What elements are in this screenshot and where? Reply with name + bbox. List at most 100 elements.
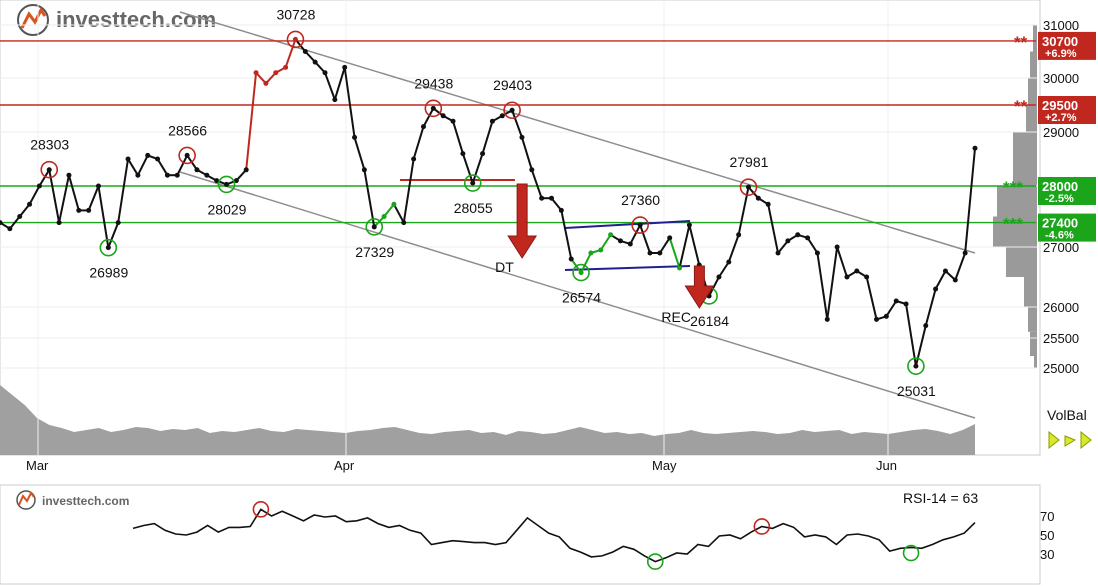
- volume-profile-bar: [993, 216, 1037, 247]
- logo-trend-icon-small: [18, 491, 35, 506]
- price-point: [401, 220, 407, 226]
- price-segment: [806, 237, 819, 254]
- price-point: [155, 156, 161, 162]
- price-segment: [688, 224, 701, 266]
- price-point: [430, 105, 436, 111]
- rec-upper-line: [564, 220, 691, 229]
- price-segment: [117, 158, 130, 223]
- price-segment: [678, 224, 691, 269]
- level-badge: [1038, 213, 1096, 242]
- price-point: [558, 207, 564, 213]
- rsi-tick-label: 70: [1040, 509, 1054, 524]
- price-point: [677, 265, 683, 271]
- price-segment: [865, 276, 878, 320]
- price-point: [608, 232, 614, 238]
- volume-profile-bar: [1033, 25, 1037, 52]
- y-tick-label: 26000: [1043, 300, 1079, 315]
- price-segment: [471, 153, 484, 184]
- annotation-circle: [907, 357, 925, 375]
- annotation-circle: [178, 146, 196, 165]
- price-point: [361, 167, 367, 173]
- signal-label: DT: [495, 259, 514, 275]
- price-point: [637, 222, 643, 228]
- price-segment: [629, 224, 642, 245]
- level-badge-value: 27400: [1042, 216, 1078, 231]
- price-segment: [343, 67, 356, 138]
- price-point: [952, 277, 958, 283]
- price-point: [95, 183, 101, 189]
- level-stars: **: [1014, 97, 1028, 116]
- price-point: [499, 113, 505, 119]
- price-segment: [599, 234, 612, 251]
- annotation-circle: [631, 216, 649, 234]
- signal-label: REC: [661, 309, 691, 325]
- price-point: [292, 36, 298, 42]
- rsi-line: [132, 508, 976, 563]
- price-point: [578, 270, 584, 276]
- price-point: [36, 183, 42, 189]
- annotation-label: 28303: [30, 137, 69, 153]
- price-point: [962, 250, 968, 256]
- logo-trend-icon: [20, 7, 47, 29]
- annotation-label: 26574: [562, 290, 601, 306]
- price-segment: [107, 222, 120, 249]
- level-badge: [1038, 96, 1096, 124]
- price-point: [775, 250, 781, 256]
- price-segment: [914, 325, 927, 367]
- price-segment: [136, 154, 149, 176]
- price-segment: [38, 169, 51, 187]
- price-point: [7, 226, 13, 232]
- price-segment: [550, 197, 563, 212]
- price-segment: [777, 240, 789, 254]
- level-badge: [1038, 177, 1096, 205]
- x-tick-label: Mar: [26, 458, 49, 473]
- price-segment: [905, 303, 917, 367]
- price-point: [883, 313, 889, 319]
- rec-lower-line: [564, 265, 691, 271]
- price-segment: [560, 210, 573, 260]
- level-badge: [1038, 31, 1096, 60]
- volume-profile-bar: [1006, 247, 1037, 277]
- price-segment: [9, 215, 21, 230]
- volume-profile-bar: [1028, 307, 1037, 332]
- price-segment: [530, 169, 543, 199]
- annotation-circle: [739, 178, 758, 196]
- annotation-circle: [463, 174, 482, 192]
- trend-channel-upper: [179, 11, 976, 254]
- annotation-label: 27981: [729, 154, 768, 170]
- price-point: [755, 195, 761, 201]
- price-point: [667, 235, 673, 241]
- price-point: [647, 250, 653, 256]
- price-point: [174, 172, 180, 178]
- price-point: [273, 70, 279, 76]
- price-point: [726, 259, 732, 265]
- price-segment: [767, 204, 780, 254]
- annotation-circle: [572, 263, 590, 282]
- price-point: [283, 64, 289, 70]
- price-segment: [816, 252, 829, 320]
- rsi-tick-label: 50: [1040, 528, 1054, 543]
- price-point: [66, 172, 72, 178]
- price-point: [440, 113, 446, 119]
- price-point: [105, 245, 111, 251]
- annotation-label: 26184: [690, 313, 729, 329]
- investtech-logo: investtech.com: [17, 4, 216, 36]
- price-point: [972, 145, 978, 151]
- price-point: [302, 49, 308, 54]
- signal-down-arrow-icon: [507, 183, 538, 259]
- x-tick-label: Jun: [876, 458, 897, 473]
- volbal-arrow-icon-3: [1080, 430, 1092, 450]
- price-segment: [67, 174, 80, 211]
- y-tick-label: 25000: [1043, 361, 1079, 376]
- annotation-label: 27360: [621, 192, 660, 208]
- price-segment: [156, 158, 169, 176]
- price-segment: [383, 203, 395, 218]
- price-point: [184, 152, 190, 158]
- trend-channel-lower: [179, 171, 976, 419]
- price-point: [736, 232, 742, 238]
- price-point: [598, 247, 604, 253]
- price-point: [854, 268, 860, 274]
- price-point: [549, 195, 555, 201]
- price-point: [204, 172, 210, 178]
